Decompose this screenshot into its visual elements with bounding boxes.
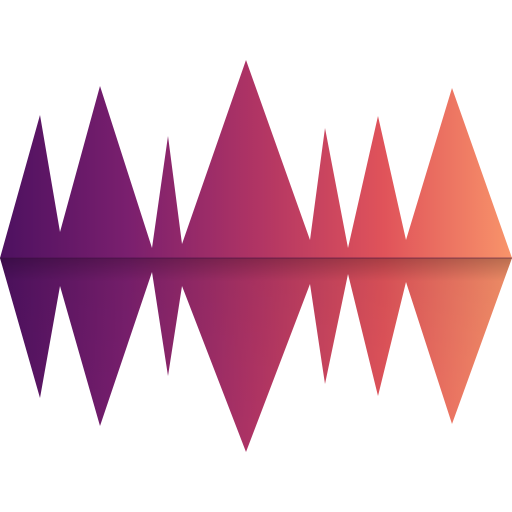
upper-peak-1 xyxy=(0,60,512,258)
lower-peaks xyxy=(0,258,512,452)
lower-peak-shade xyxy=(0,258,512,452)
upper-peaks xyxy=(0,60,512,258)
